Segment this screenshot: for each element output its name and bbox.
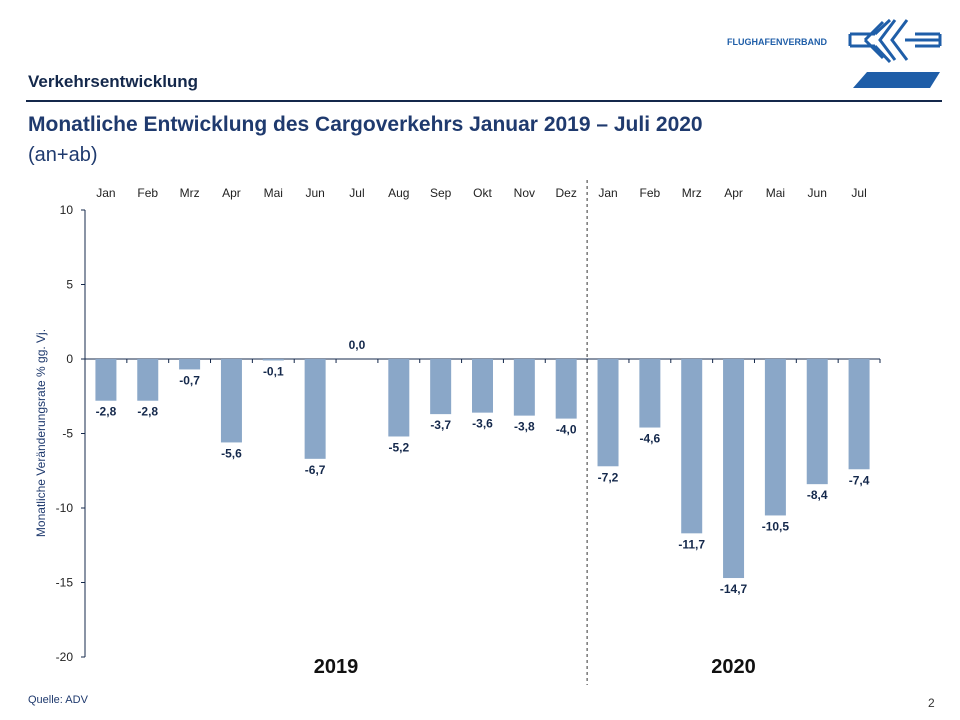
x-tick-label: Sep xyxy=(430,186,452,200)
source-note: Quelle: ADV xyxy=(28,694,88,706)
x-tick-label: Jul xyxy=(851,186,866,200)
x-tick-label: Mai xyxy=(766,186,785,200)
x-tick-label: Mrz xyxy=(180,186,200,200)
group-label-2020: 2020 xyxy=(711,656,756,678)
data-label: -4,6 xyxy=(640,432,661,446)
x-tick-label: Mai xyxy=(264,186,283,200)
bar xyxy=(681,359,703,534)
x-tick-label: Mrz xyxy=(682,186,702,200)
y-tick-label: 10 xyxy=(60,203,74,217)
y-tick-label: -20 xyxy=(56,650,74,664)
y-tick-label: -10 xyxy=(56,501,74,515)
data-label: 0,0 xyxy=(349,338,366,352)
bar xyxy=(723,359,745,579)
x-tick-label: Jun xyxy=(305,186,324,200)
header-divider xyxy=(26,100,942,102)
data-label: -11,7 xyxy=(678,537,705,551)
bar xyxy=(513,359,535,416)
x-tick-label: Okt xyxy=(473,186,492,200)
bar xyxy=(555,359,577,419)
bar xyxy=(764,359,786,516)
bar xyxy=(472,359,493,413)
adv-logo xyxy=(848,18,942,88)
x-tick-label: Feb xyxy=(137,186,158,200)
x-tick-label: Nov xyxy=(514,186,535,200)
bar xyxy=(806,359,828,485)
bar xyxy=(179,359,201,370)
adv-wordmark xyxy=(853,72,940,88)
data-label: -0,7 xyxy=(179,373,200,387)
x-tick-label: Jul xyxy=(349,186,364,200)
data-label: -7,4 xyxy=(849,473,870,487)
x-tick-label: Jan xyxy=(96,186,115,200)
x-tick-label: Feb xyxy=(640,186,661,200)
logo-text: FLUGHAFENVERBAND xyxy=(727,37,827,47)
y-tick-label: -5 xyxy=(62,427,73,441)
bar xyxy=(430,359,452,415)
bar xyxy=(388,359,410,437)
data-label: -10,5 xyxy=(762,519,790,533)
y-tick-label: 0 xyxy=(66,352,73,366)
data-label: -5,2 xyxy=(388,440,409,454)
group-label-2019: 2019 xyxy=(314,656,359,678)
data-label: -4,0 xyxy=(556,423,577,437)
y-tick-label: -15 xyxy=(56,576,74,590)
data-label: -2,8 xyxy=(137,405,158,419)
x-tick-label: Jan xyxy=(598,186,617,200)
data-label: -3,6 xyxy=(472,417,493,431)
data-label: -2,8 xyxy=(96,405,117,419)
data-label: -5,6 xyxy=(221,446,242,460)
data-label: -14,7 xyxy=(720,582,748,596)
x-tick-label: Aug xyxy=(388,186,409,200)
bar xyxy=(262,359,284,361)
bar xyxy=(137,359,159,401)
x-tick-label: Dez xyxy=(556,186,577,200)
bar xyxy=(639,359,661,428)
y-tick-label: 5 xyxy=(66,278,73,292)
page-title: Monatliche Entwicklung des Cargoverkehrs… xyxy=(28,113,703,136)
page-number: 2 xyxy=(928,696,935,710)
page-subtitle: (an+ab) xyxy=(28,144,98,166)
bar xyxy=(304,359,326,459)
bar xyxy=(95,359,117,401)
y-axis-label: Monatliche Veränderungsrate % gg. Vj. xyxy=(34,329,48,537)
data-label: -3,7 xyxy=(430,418,451,432)
data-label: -3,8 xyxy=(514,420,535,434)
x-tick-label: Jun xyxy=(808,186,827,200)
bar xyxy=(848,359,870,470)
bar xyxy=(597,359,619,467)
bar xyxy=(220,359,242,443)
data-label: -7,2 xyxy=(598,470,619,484)
x-tick-label: Apr xyxy=(222,186,241,200)
data-label: -6,7 xyxy=(305,463,326,477)
data-label: -0,1 xyxy=(263,364,284,378)
section-title: Verkehrsentwicklung xyxy=(28,72,199,91)
data-label: -8,4 xyxy=(807,488,828,502)
x-tick-label: Apr xyxy=(724,186,743,200)
